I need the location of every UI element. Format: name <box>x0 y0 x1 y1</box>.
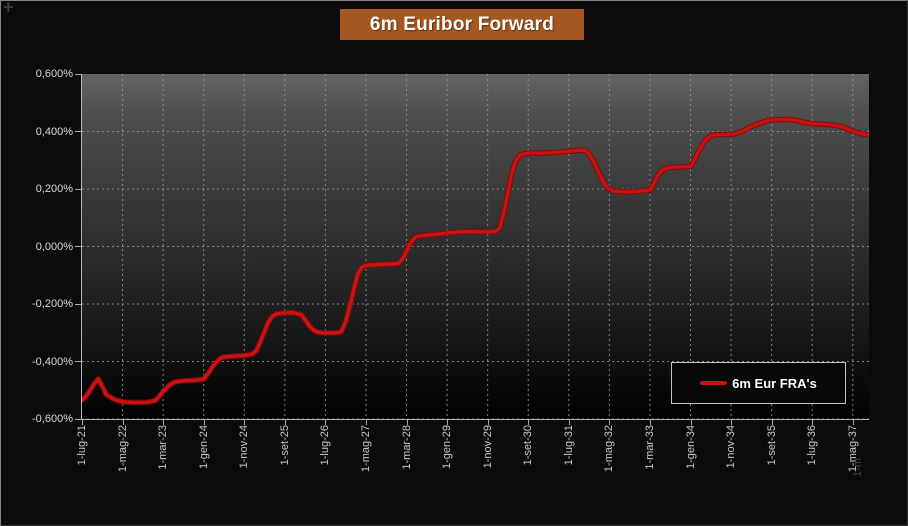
chart-title-bar: 6m Euribor Forward <box>340 9 584 40</box>
x-tick-label: 1-set-30 <box>522 425 535 466</box>
x-tick-mark <box>122 420 124 425</box>
x-tick-mark <box>649 420 651 425</box>
x-tick-label: 1-set-25 <box>278 425 291 466</box>
x-tick-label: 1-gen-29 <box>441 425 454 470</box>
y-tick-mark <box>75 131 81 132</box>
y-tick-mark <box>75 361 81 362</box>
x-tick-mark <box>82 420 83 425</box>
y-tick-label: -0,200% <box>32 298 73 310</box>
legend: 6m Eur FRA's <box>671 362 846 404</box>
clipped-axis-label-artifact: 1-m <box>852 458 864 477</box>
corner-plus-icon: + <box>2 0 15 16</box>
x-tick-label: 1-nov-34 <box>725 425 738 469</box>
x-tick-mark <box>406 420 408 425</box>
series-line <box>82 117 869 405</box>
x-tick-mark <box>365 420 367 425</box>
x-tick-label: 1-mar-23 <box>157 425 170 470</box>
x-tick-label: 1-gen-24 <box>197 425 210 470</box>
y-tick-label: -0,600% <box>32 413 73 425</box>
legend-line-swatch-icon <box>700 381 728 385</box>
y-tick-label: 0,200% <box>35 183 73 195</box>
y-tick-label: 0,000% <box>35 240 73 253</box>
y-tick-mark <box>75 188 81 190</box>
x-tick-mark <box>528 420 530 425</box>
y-tick-mark <box>75 303 81 305</box>
x-tick-label: 1-gen-34 <box>684 425 697 470</box>
x-tick-mark <box>852 420 854 425</box>
x-tick-label: 1-lug-21 <box>76 425 88 466</box>
x-tick-label: 1-lug-26 <box>319 425 332 466</box>
y-tick-mark <box>75 246 81 247</box>
x-tick-label: 1-mag-27 <box>359 425 372 473</box>
x-tick-mark <box>284 420 286 425</box>
x-tick-mark <box>690 420 692 425</box>
x-tick-label: 1-mag-32 <box>603 425 616 473</box>
x-tick-label: 1-nov-24 <box>238 425 251 469</box>
y-tick-label: -0,400% <box>32 355 73 368</box>
x-tick-mark <box>244 420 246 425</box>
x-tick-mark <box>203 420 205 425</box>
x-tick-mark <box>731 420 733 425</box>
x-tick-mark <box>812 420 814 425</box>
x-tick-mark <box>568 420 570 425</box>
chart-title: 6m Euribor Forward <box>369 13 555 35</box>
chart-canvas <box>82 74 869 419</box>
x-tick-mark <box>325 420 327 425</box>
y-tick-mark <box>75 418 81 420</box>
x-tick-label: 1-mar-28 <box>400 425 413 470</box>
y-tick-label: 0,600% <box>35 68 73 80</box>
legend-label: 6m Eur FRA's <box>732 375 817 391</box>
x-tick-mark <box>609 420 611 425</box>
x-tick-label: 1-mag-22 <box>116 425 129 473</box>
plot-area <box>81 74 869 420</box>
series-line-shadow <box>82 116 869 406</box>
x-tick-label: 1-nov-29 <box>481 425 494 469</box>
x-tick-mark <box>447 420 449 425</box>
x-tick-label: 1-set-35 <box>765 425 778 466</box>
y-tick-label: 0,400% <box>35 125 73 138</box>
y-tick-mark <box>75 73 81 75</box>
x-tick-label: 1-lug-36 <box>806 425 819 466</box>
x-tick-mark <box>163 420 165 425</box>
x-tick-mark <box>487 420 489 425</box>
x-tick-label: 1-mar-33 <box>643 425 656 470</box>
x-tick-mark <box>771 420 773 425</box>
x-tick-label: 1-lug-31 <box>562 425 575 466</box>
